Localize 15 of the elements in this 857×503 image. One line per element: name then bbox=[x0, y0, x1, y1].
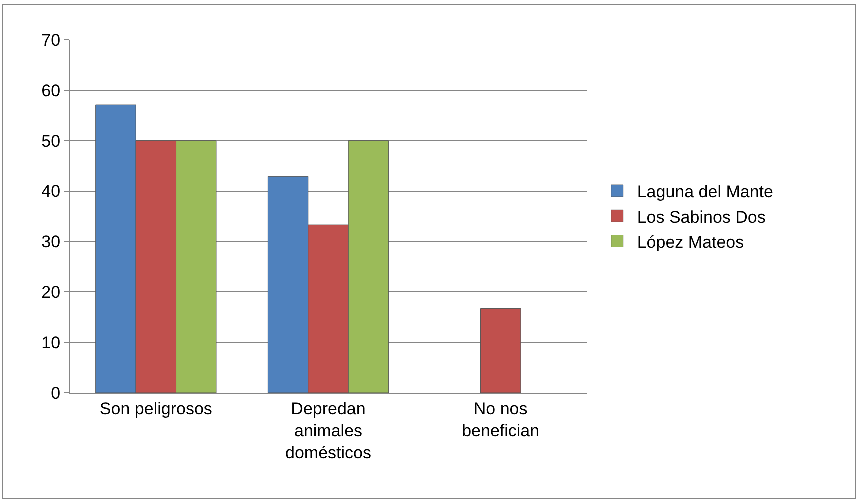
y-tick-label: 30 bbox=[42, 232, 61, 252]
x-tick-label: Son peligrosos bbox=[100, 399, 212, 418]
y-tick-label: 0 bbox=[51, 384, 61, 403]
y-tick-label: 60 bbox=[42, 81, 61, 100]
y-tick-label: 40 bbox=[42, 182, 61, 202]
y-tick-label: 70 bbox=[42, 30, 61, 50]
y-tick-label: 20 bbox=[42, 283, 61, 302]
x-tick-label: No nos benefician bbox=[462, 399, 540, 440]
legend-label: López Mateos bbox=[637, 232, 744, 252]
legend-label: Los Sabinos Dos bbox=[637, 208, 766, 227]
legend-label: Laguna del Mante bbox=[637, 182, 774, 202]
y-tick-label: 50 bbox=[42, 132, 61, 151]
x-tick-label: Depredan animales domésticos bbox=[286, 399, 372, 463]
bar bbox=[480, 308, 522, 393]
y-tick-label: 10 bbox=[42, 334, 61, 353]
